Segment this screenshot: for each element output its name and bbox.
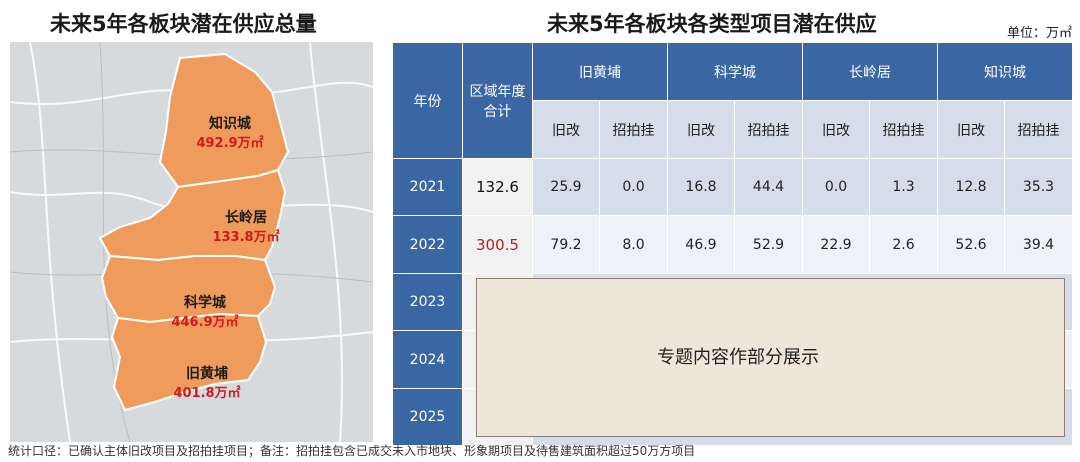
sub-header: 旧改 — [667, 100, 735, 159]
total-header: 区域年度合计 — [462, 42, 533, 159]
region-name: 长岭居 — [225, 210, 267, 226]
value-cell: 79.2 — [532, 215, 600, 274]
value-cell: 25.9 — [532, 158, 600, 216]
region-label-jiuhuangpu: 旧黄埔 401.8万㎡ — [162, 364, 252, 404]
year-cell: 2023 — [392, 273, 463, 331]
region-label-kexuecheng: 科学城 446.9万㎡ — [160, 293, 250, 333]
value-cell: 2.6 — [869, 215, 938, 274]
overlay-text: 专题内容作部分展示 — [657, 347, 819, 368]
value-cell: 16.8 — [667, 158, 735, 216]
map-graphic — [10, 42, 373, 442]
sub-header: 旧改 — [532, 100, 600, 159]
unit-label: 单位：万㎡ — [1006, 26, 1072, 41]
footnote: 统计口径：已确认主体旧改项目及招拍挂项目；备注：招拍挂包含已成交未入市地块、形象… — [8, 444, 696, 458]
value-cell: 46.9 — [667, 215, 735, 274]
region-name: 旧黄埔 — [186, 366, 228, 382]
district-header: 科学城 — [667, 42, 803, 101]
sub-header: 招拍挂 — [869, 100, 938, 159]
region-label-changlingju: 长岭居 133.8万㎡ — [206, 208, 286, 248]
right-table-title: 未来5年各板块各类型项目潜在供应 — [547, 12, 877, 36]
sub-header: 招拍挂 — [1004, 100, 1073, 159]
region-value: 446.9万㎡ — [171, 315, 239, 330]
region-jiuhuangpu — [110, 312, 268, 412]
district-header: 长岭居 — [802, 42, 938, 101]
region-label-zhishicheng: 知识城 492.9万㎡ — [190, 114, 270, 154]
value-cell: 0.0 — [802, 158, 870, 216]
region-name: 知识城 — [209, 116, 251, 132]
total-cell: 300.5 — [462, 215, 533, 274]
value-cell: 44.4 — [734, 158, 803, 216]
district-header: 旧黄埔 — [532, 42, 668, 101]
value-cell: 35.3 — [1004, 158, 1073, 216]
region-value: 492.9万㎡ — [196, 136, 264, 151]
left-chart-title: 未来5年各板块潜在供应总量 — [50, 12, 317, 36]
year-cell: 2021 — [392, 158, 463, 216]
sub-header: 招拍挂 — [734, 100, 803, 159]
year-header: 年份 — [392, 42, 463, 159]
sub-header: 招拍挂 — [599, 100, 668, 159]
value-cell: 22.9 — [802, 215, 870, 274]
table-row: 2022 300.5 79.2 8.0 46.9 52.9 22.9 2.6 5… — [392, 215, 1073, 274]
district-map: 知识城 492.9万㎡ 长岭居 133.8万㎡ 科学城 446.9万㎡ 旧黄埔 … — [10, 42, 373, 442]
value-cell: 52.6 — [937, 215, 1005, 274]
year-cell: 2022 — [392, 215, 463, 274]
value-cell: 8.0 — [599, 215, 668, 274]
total-cell: 132.6 — [462, 158, 533, 216]
value-cell: 39.4 — [1004, 215, 1073, 274]
region-value: 133.8万㎡ — [212, 230, 280, 245]
value-cell: 12.8 — [937, 158, 1005, 216]
year-cell: 2025 — [392, 388, 463, 446]
value-cell: 1.3 — [869, 158, 938, 216]
content-preview-overlay: 专题内容作部分展示 — [476, 278, 1065, 437]
year-cell: 2024 — [392, 330, 463, 389]
district-header: 知识城 — [937, 42, 1073, 101]
sub-header: 旧改 — [937, 100, 1005, 159]
region-value: 401.8万㎡ — [173, 386, 241, 401]
table-row: 2021 132.6 25.9 0.0 16.8 44.4 0.0 1.3 12… — [392, 158, 1073, 216]
value-cell: 52.9 — [734, 215, 803, 274]
value-cell: 0.0 — [599, 158, 668, 216]
region-name: 科学城 — [184, 295, 226, 311]
sub-header: 旧改 — [802, 100, 870, 159]
